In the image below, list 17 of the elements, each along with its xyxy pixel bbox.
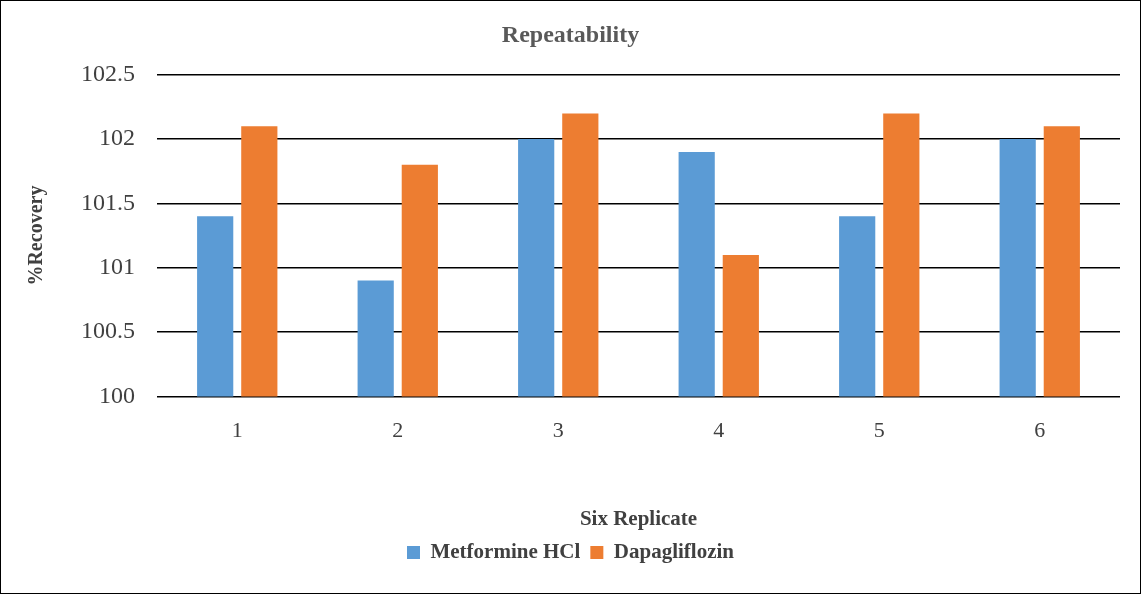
y-tick-label: 102.5 [81,60,135,87]
y-tick-label: 102 [99,124,135,151]
y-tick-label: 100.5 [81,317,135,344]
y-tick-label: 101.5 [81,188,135,215]
x-tick-label: 1 [231,417,243,443]
x-tick-label: 6 [1034,417,1046,443]
legend-label: Dapagliflozin [613,538,735,563]
x-axis-title: Six Replicate [579,505,698,530]
chart-title: Repeatability [501,20,640,47]
x-tick-label: 2 [392,417,404,443]
y-tick-label: 100 [99,381,135,408]
x-tick-label: 5 [873,417,885,443]
legend-label: Metformine HCl [430,538,581,563]
x-tick-label: 3 [552,417,564,443]
y-axis-title: %Recovery [24,185,48,286]
y-tick-label: 101 [99,253,135,280]
x-tick-label: 4 [713,417,725,443]
